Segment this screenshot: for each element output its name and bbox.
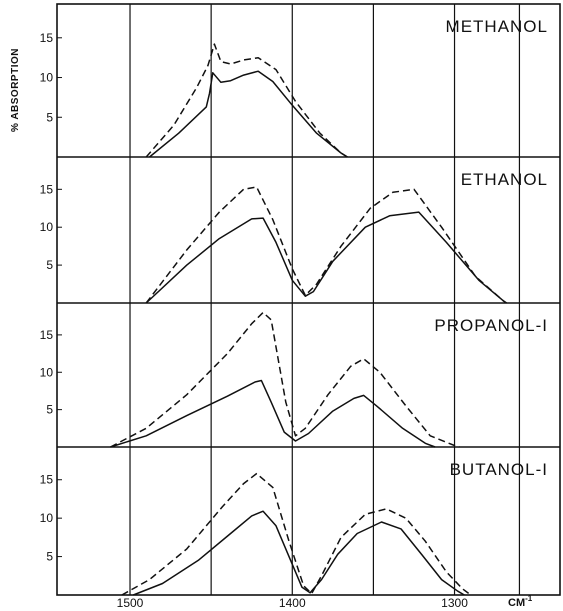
solid-curve [149, 70, 348, 158]
panel-title: METHANOL [446, 17, 548, 36]
solid-curve [133, 510, 465, 596]
y-tick-label: 15 [40, 473, 54, 487]
y-tick-label: 10 [40, 365, 54, 379]
solid-curve [110, 379, 436, 448]
y-tick-label: 5 [46, 110, 53, 124]
dashed-curve [145, 43, 348, 158]
panel-title: BUTANOL-I [450, 460, 548, 479]
solid-curve [145, 211, 507, 304]
dashed-curve [121, 472, 472, 596]
x-axis-unit-exponent: -1 [525, 594, 533, 603]
dashed-curve [110, 311, 460, 448]
y-tick-label: 5 [46, 550, 53, 564]
text-layer: 1500 1400 1300 5 10 15 METHANOL 5 10 15 ETHANOL 5 10… [40, 17, 548, 610]
curve-layer [110, 43, 507, 596]
y-tick-label: 15 [40, 182, 54, 196]
y-axis-label: % ABSORPTION [10, 48, 21, 132]
x-tick-label: 1500 [117, 596, 144, 610]
y-tick-label: 10 [40, 511, 54, 525]
x-tick-label: 1300 [441, 596, 468, 610]
plot-frame [56, 3, 561, 596]
panel-title: PROPANOL-I [434, 316, 548, 335]
y-tick-label: 5 [46, 258, 53, 272]
y-tick-label: 5 [46, 403, 53, 417]
y-tick-label: 10 [40, 71, 54, 85]
y-tick-label: 15 [40, 328, 54, 342]
y-tick-label: 10 [40, 220, 54, 234]
panel-title: ETHANOL [461, 170, 548, 189]
y-tick-label: 15 [40, 31, 54, 45]
grid-layer [56, 3, 561, 596]
x-tick-label: 1400 [279, 596, 306, 610]
dashed-curve [145, 186, 507, 304]
x-axis-unit: CM-1 [508, 594, 533, 609]
x-axis-unit-base: CM [508, 597, 525, 609]
